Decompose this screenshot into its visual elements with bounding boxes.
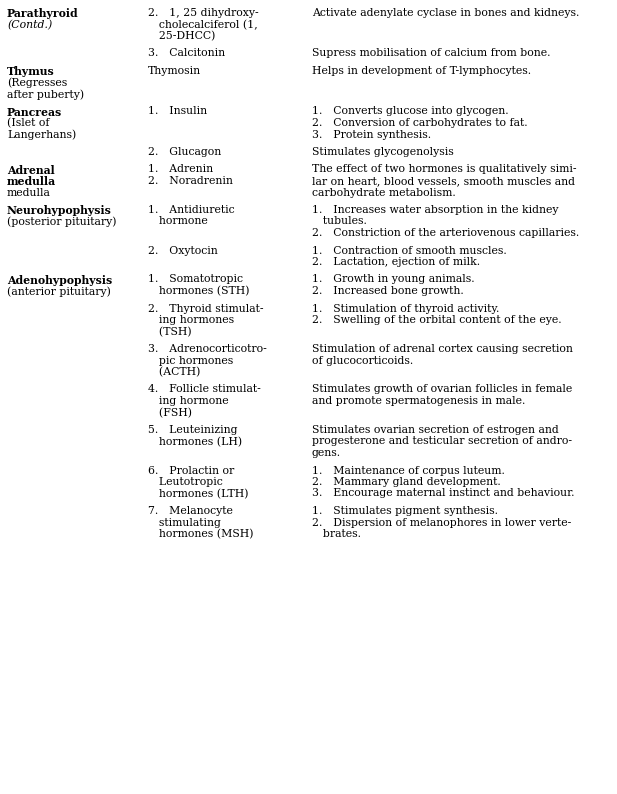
- Text: 2. 1, 25 dihydroxy-: 2. 1, 25 dihydroxy-: [148, 8, 259, 18]
- Text: 3. Protein synthesis.: 3. Protein synthesis.: [312, 129, 431, 140]
- Text: hormones (LTH): hormones (LTH): [148, 488, 249, 499]
- Text: ing hormones: ing hormones: [148, 315, 234, 325]
- Text: Stimulation of adrenal cortex causing secretion: Stimulation of adrenal cortex causing se…: [312, 344, 573, 354]
- Text: lar on heart, blood vessels, smooth muscles and: lar on heart, blood vessels, smooth musc…: [312, 176, 575, 186]
- Text: 25-DHCC): 25-DHCC): [148, 31, 215, 41]
- Text: Leutotropic: Leutotropic: [148, 477, 223, 487]
- Text: 2. Oxytocin: 2. Oxytocin: [148, 245, 218, 256]
- Text: Stimulates growth of ovarian follicles in female: Stimulates growth of ovarian follicles i…: [312, 384, 572, 395]
- Text: gens.: gens.: [312, 448, 341, 458]
- Text: Helps in development of T-lymphocytes.: Helps in development of T-lymphocytes.: [312, 66, 531, 76]
- Text: 7. Melanocyte: 7. Melanocyte: [148, 506, 233, 516]
- Text: 1. Adrenin: 1. Adrenin: [148, 164, 213, 175]
- Text: and promote spermatogenesis in male.: and promote spermatogenesis in male.: [312, 396, 525, 406]
- Text: Neurohypophysis: Neurohypophysis: [7, 205, 112, 216]
- Text: Parathyroid: Parathyroid: [7, 8, 78, 19]
- Text: stimulating: stimulating: [148, 518, 221, 527]
- Text: ing hormone: ing hormone: [148, 396, 229, 406]
- Text: 3. Adrenocorticotro-: 3. Adrenocorticotro-: [148, 344, 267, 354]
- Text: brates.: brates.: [312, 529, 361, 539]
- Text: 1. Growth in young animals.: 1. Growth in young animals.: [312, 275, 474, 284]
- Text: pic hormones: pic hormones: [148, 356, 233, 365]
- Text: after puberty): after puberty): [7, 89, 84, 99]
- Text: The effect of two hormones is qualitatively simi-: The effect of two hormones is qualitativ…: [312, 164, 576, 175]
- Text: 1. Antidiuretic: 1. Antidiuretic: [148, 205, 234, 215]
- Text: 2. Swelling of the orbital content of the eye.: 2. Swelling of the orbital content of th…: [312, 315, 561, 325]
- Text: Supress mobilisation of calcium from bone.: Supress mobilisation of calcium from bon…: [312, 48, 550, 59]
- Text: (Contd.): (Contd.): [7, 20, 52, 30]
- Text: 2. Glucagon: 2. Glucagon: [148, 147, 222, 157]
- Text: hormones (STH): hormones (STH): [148, 286, 249, 296]
- Text: 3. Encourage maternal instinct and behaviour.: 3. Encourage maternal instinct and behav…: [312, 488, 574, 499]
- Text: tubules.: tubules.: [312, 217, 367, 226]
- Text: (posterior pituitary): (posterior pituitary): [7, 217, 117, 227]
- Text: 5. Leuteinizing: 5. Leuteinizing: [148, 425, 238, 435]
- Text: (Islet of: (Islet of: [7, 118, 49, 129]
- Text: 1. Converts glucose into glycogen.: 1. Converts glucose into glycogen.: [312, 106, 508, 117]
- Text: hormones (MSH): hormones (MSH): [148, 529, 254, 539]
- Text: medulla: medulla: [7, 176, 56, 187]
- Text: Thymus: Thymus: [7, 66, 55, 77]
- Text: (FSH): (FSH): [148, 407, 192, 418]
- Text: 2. Mammary gland development.: 2. Mammary gland development.: [312, 477, 501, 487]
- Text: 1. Maintenance of corpus luteum.: 1. Maintenance of corpus luteum.: [312, 465, 505, 476]
- Text: 2. Dispersion of melanophores in lower verte-: 2. Dispersion of melanophores in lower v…: [312, 518, 571, 527]
- Text: Langerhans): Langerhans): [7, 129, 77, 140]
- Text: Activate adenylate cyclase in bones and kidneys.: Activate adenylate cyclase in bones and …: [312, 8, 579, 18]
- Text: Stimulates glycogenolysis: Stimulates glycogenolysis: [312, 147, 453, 157]
- Text: 1. Somatotropic: 1. Somatotropic: [148, 275, 243, 284]
- Text: medulla: medulla: [7, 187, 51, 198]
- Text: Pancreas: Pancreas: [7, 106, 62, 118]
- Text: Adenohypophysis: Adenohypophysis: [7, 275, 112, 286]
- Text: Stimulates ovarian secretion of estrogen and: Stimulates ovarian secretion of estrogen…: [312, 425, 559, 435]
- Text: hormones (LH): hormones (LH): [148, 437, 242, 447]
- Text: (Regresses: (Regresses: [7, 78, 67, 88]
- Text: (ACTH): (ACTH): [148, 367, 201, 377]
- Text: 6. Prolactin or: 6. Prolactin or: [148, 465, 234, 476]
- Text: Thymosin: Thymosin: [148, 66, 201, 76]
- Text: 1. Contraction of smooth muscles.: 1. Contraction of smooth muscles.: [312, 245, 507, 256]
- Text: 2. Thyroid stimulat-: 2. Thyroid stimulat-: [148, 303, 263, 314]
- Text: 2. Increased bone growth.: 2. Increased bone growth.: [312, 286, 464, 296]
- Text: (anterior pituitary): (anterior pituitary): [7, 286, 111, 297]
- Text: 1. Insulin: 1. Insulin: [148, 106, 207, 117]
- Text: progesterone and testicular secretion of andro-: progesterone and testicular secretion of…: [312, 437, 572, 446]
- Text: hormone: hormone: [148, 217, 208, 226]
- Text: Adrenal: Adrenal: [7, 164, 55, 175]
- Text: 2. Noradrenin: 2. Noradrenin: [148, 176, 233, 186]
- Text: 3. Calcitonin: 3. Calcitonin: [148, 48, 225, 59]
- Text: 1. Stimulates pigment synthesis.: 1. Stimulates pigment synthesis.: [312, 506, 498, 516]
- Text: 2. Lactation, ejection of milk.: 2. Lactation, ejection of milk.: [312, 257, 480, 267]
- Text: 2. Conversion of carbohydrates to fat.: 2. Conversion of carbohydrates to fat.: [312, 118, 528, 128]
- Text: cholecalciferol (1,: cholecalciferol (1,: [148, 20, 258, 30]
- Text: carbohydrate metabolism.: carbohydrate metabolism.: [312, 187, 456, 198]
- Text: 4. Follicle stimulat-: 4. Follicle stimulat-: [148, 384, 261, 395]
- Text: of glucocorticoids.: of glucocorticoids.: [312, 356, 413, 365]
- Text: 1. Increases water absorption in the kidney: 1. Increases water absorption in the kid…: [312, 205, 558, 215]
- Text: 1. Stimulation of thyroid activity.: 1. Stimulation of thyroid activity.: [312, 303, 499, 314]
- Text: (TSH): (TSH): [148, 326, 192, 337]
- Text: 2. Constriction of the arteriovenous capillaries.: 2. Constriction of the arteriovenous cap…: [312, 228, 579, 238]
